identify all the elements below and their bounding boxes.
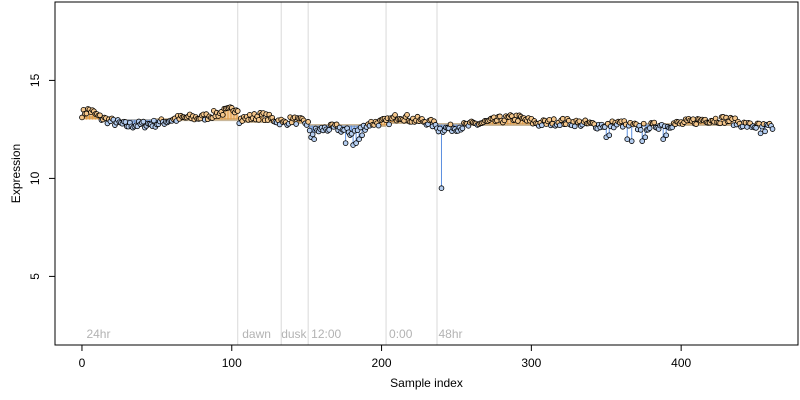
x-tick-label: 200 [372, 356, 392, 370]
y-tick-label: 10 [28, 171, 42, 185]
data-point [769, 126, 776, 132]
data-point [646, 125, 653, 131]
data-point [642, 134, 649, 141]
data-point [762, 128, 768, 135]
data-point [97, 112, 103, 119]
data-point [356, 136, 362, 143]
data-point [560, 115, 566, 122]
group-label: 0:00 [389, 327, 413, 341]
y-tick-label: 15 [28, 73, 42, 87]
x-tick-label: 400 [671, 356, 691, 370]
data-point [353, 140, 359, 146]
data-point [311, 136, 317, 143]
data-point [326, 127, 332, 133]
data-point [447, 121, 454, 128]
plot-frame [54, 1, 799, 346]
data-point [732, 115, 738, 122]
data-point [757, 130, 764, 137]
y-axis-label: Expression [9, 144, 23, 203]
data-point [717, 120, 723, 127]
x-tick-label: 100 [222, 356, 242, 370]
data-point [342, 140, 349, 146]
data-point [151, 117, 157, 124]
data-point [551, 116, 557, 122]
data-point [437, 125, 443, 132]
data-point [660, 136, 666, 143]
group-label: 24hr [86, 327, 110, 341]
data-point [572, 123, 578, 130]
data-point [753, 125, 759, 131]
data-point [459, 125, 466, 132]
data-point [637, 127, 644, 133]
data-point [79, 114, 85, 121]
data-point [624, 136, 631, 143]
data-point [404, 112, 410, 118]
y-tick-label: 5 [28, 273, 42, 280]
x-tick-label: 300 [521, 356, 541, 370]
data-point [639, 138, 646, 144]
data-point [539, 122, 545, 129]
data-point [392, 112, 398, 118]
x-tick-label: 0 [79, 356, 86, 370]
data-point [234, 108, 241, 114]
data-point [693, 121, 699, 127]
group-label: 48hr [438, 327, 462, 341]
group-labels: 24hr dawn dusk 12:00 0:00 48hr [86, 327, 462, 341]
data-point [140, 118, 147, 125]
group-dividers [237, 2, 438, 345]
data-point [293, 121, 299, 127]
data-point [606, 132, 613, 139]
data-point [375, 122, 382, 129]
data-point [255, 117, 262, 123]
group-label: 12:00 [311, 327, 341, 341]
data-point [640, 120, 647, 127]
x-axis-label: Sample index [390, 376, 463, 390]
data-point [557, 122, 563, 129]
data-point [359, 132, 365, 139]
data-points [79, 104, 776, 192]
data-point [628, 138, 635, 144]
data-point [386, 121, 392, 128]
data-point [305, 119, 311, 125]
data-point [438, 185, 445, 192]
axes: 0 100 200 300 400 5 10 15 [28, 73, 691, 370]
data-point [306, 127, 313, 134]
group-label: dusk [281, 327, 307, 341]
data-point [309, 131, 316, 138]
data-point [515, 118, 521, 124]
group-label: dawn [242, 327, 271, 341]
data-point [651, 119, 657, 126]
data-point [663, 132, 669, 139]
data-point [219, 112, 226, 118]
